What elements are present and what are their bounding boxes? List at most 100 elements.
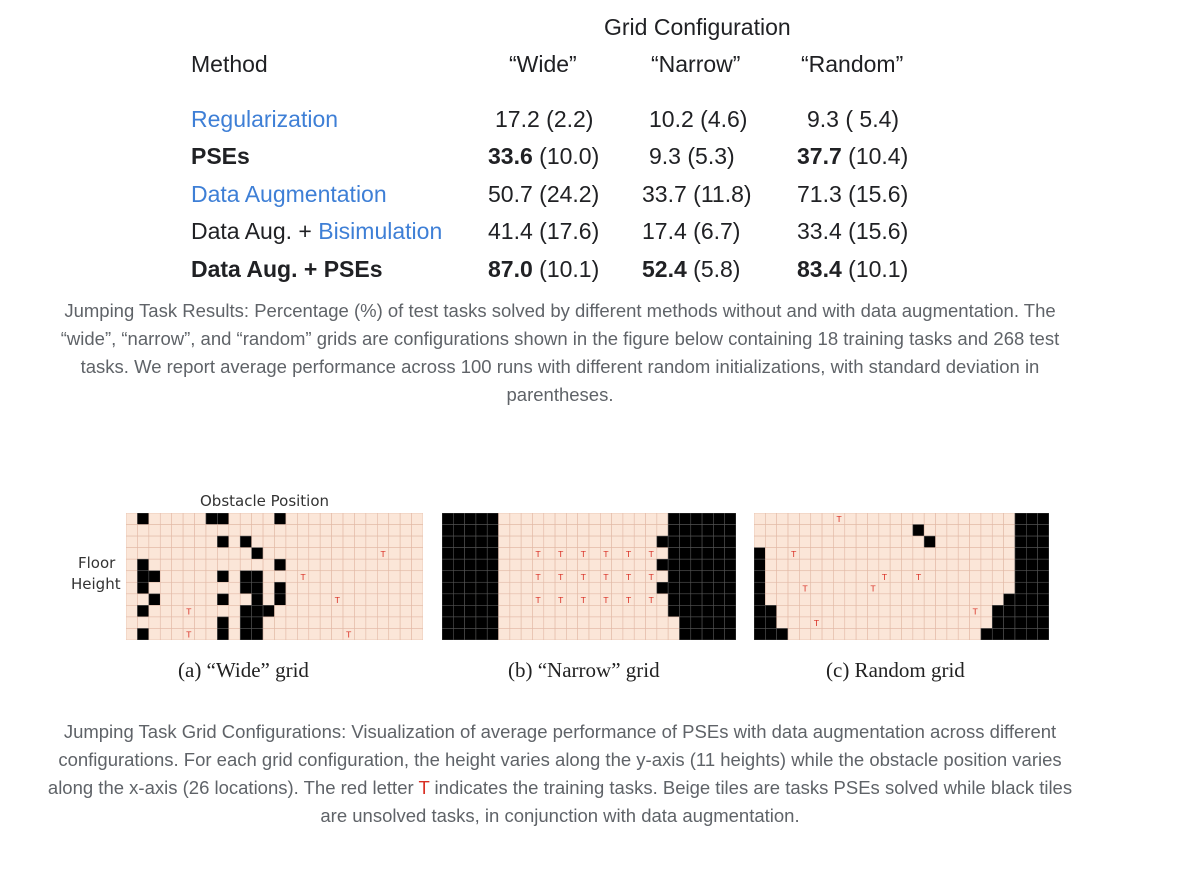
- unsolved-tile: [713, 535, 725, 548]
- solved-tile: [855, 581, 868, 595]
- solved-tile: [935, 581, 948, 595]
- solved-tile: [787, 535, 800, 548]
- solved-tile: [543, 616, 556, 629]
- solved-tile: [821, 593, 834, 606]
- unsolved-tile: [679, 581, 692, 595]
- solved-tile: [656, 547, 669, 560]
- solved-tile: [765, 558, 778, 572]
- method-link[interactable]: Bisimulation: [318, 218, 443, 244]
- unsolved-tile: [724, 593, 736, 606]
- solved-tile: [577, 616, 590, 629]
- solved-tile: [285, 513, 298, 525]
- solved-tile: [878, 547, 891, 560]
- column-header-wide: “Wide”: [509, 51, 577, 77]
- solved-tile: [855, 570, 868, 583]
- solved-tile: [935, 513, 948, 525]
- solved-tile: [821, 535, 834, 548]
- unsolved-tile: [137, 628, 150, 640]
- solved-tile: [969, 524, 982, 537]
- unsolved-tile: [713, 524, 725, 537]
- solved-tile: [645, 558, 658, 572]
- solved-tile: [285, 547, 298, 560]
- solved-tile: [365, 513, 378, 525]
- solved-tile: [319, 570, 332, 583]
- unsolved-tile: [679, 524, 692, 537]
- solved-tile: [844, 547, 857, 560]
- solved-tile: [754, 535, 766, 548]
- solved-tile: [228, 570, 241, 583]
- cell-value: 33.6: [488, 143, 533, 169]
- solved-tile: [901, 616, 914, 629]
- solved-tile: [878, 593, 891, 606]
- solved-tile: [354, 581, 367, 595]
- solved-tile: [957, 605, 970, 618]
- solved-tile: [633, 605, 646, 618]
- solved-tile: [577, 558, 590, 572]
- solved-tile: [297, 593, 310, 606]
- unsolved-tile: [217, 593, 230, 606]
- unsolved-tile: [679, 570, 692, 583]
- table-cell: 17.2 (2.2): [495, 106, 593, 133]
- figure-caption-text-2: indicates the training tasks. Beige tile…: [320, 777, 1073, 826]
- unsolved-tile: [713, 558, 725, 572]
- solved-tile: [957, 524, 970, 537]
- solved-tile: [935, 628, 948, 640]
- solved-tile: [969, 547, 982, 560]
- solved-tile: [411, 558, 423, 572]
- unsolved-tile: [1003, 616, 1016, 629]
- solved-tile: [611, 513, 624, 525]
- solved-tile: [935, 605, 948, 618]
- unsolved-tile: [475, 593, 488, 606]
- solved-tile: [137, 547, 150, 560]
- unsolved-tile: [251, 593, 264, 606]
- unsolved-tile: [701, 570, 714, 583]
- unsolved-tile: [464, 593, 477, 606]
- cell-value: 9.3: [649, 143, 681, 169]
- solved-tile: [319, 513, 332, 525]
- solved-tile: [354, 605, 367, 618]
- unsolved-tile: [217, 513, 230, 525]
- unsolved-tile: [137, 581, 150, 595]
- solved-tile: [319, 535, 332, 548]
- unsolved-tile: [251, 605, 264, 618]
- solved-tile: [799, 605, 812, 618]
- method-link[interactable]: Data Augmentation: [191, 181, 387, 207]
- floor-height-label-line2: Height: [71, 575, 121, 593]
- unsolved-tile: [486, 558, 499, 572]
- solved-tile: [194, 535, 207, 548]
- solved-tile: [377, 628, 390, 640]
- training-task-marker: T: [557, 550, 563, 559]
- solved-tile: [867, 558, 880, 572]
- solved-tile: [331, 513, 344, 525]
- solved-tile: [799, 513, 812, 525]
- solved-tile: [217, 547, 230, 560]
- unsolved-tile: [486, 616, 499, 629]
- solved-tile: [377, 535, 390, 548]
- solved-tile: [844, 558, 857, 572]
- solved-tile: [543, 628, 556, 640]
- unsolved-tile: [464, 581, 477, 595]
- unsolved-tile: [701, 524, 714, 537]
- cell-std-dev: (15.6): [841, 218, 909, 244]
- solved-tile: [935, 524, 948, 537]
- solved-tile: [912, 616, 925, 629]
- solved-tile: [171, 570, 184, 583]
- unsolved-tile: [1037, 558, 1049, 572]
- solved-tile: [262, 570, 275, 583]
- unsolved-tile: [991, 605, 1004, 618]
- solved-tile: [354, 535, 367, 548]
- solved-tile: [331, 558, 344, 572]
- solved-tile: [228, 535, 241, 548]
- solved-tile: [159, 581, 172, 595]
- unsolved-tile: [464, 605, 477, 618]
- solved-tile: [509, 570, 522, 583]
- solved-tile: [399, 547, 412, 560]
- solved-tile: [137, 524, 150, 537]
- solved-tile: [365, 593, 378, 606]
- method-link[interactable]: Regularization: [191, 106, 339, 132]
- unsolved-tile: [754, 616, 766, 629]
- solved-tile: [148, 581, 161, 595]
- unsolved-tile: [274, 593, 287, 606]
- solved-tile: [980, 581, 993, 595]
- training-task-marker: T: [625, 596, 631, 605]
